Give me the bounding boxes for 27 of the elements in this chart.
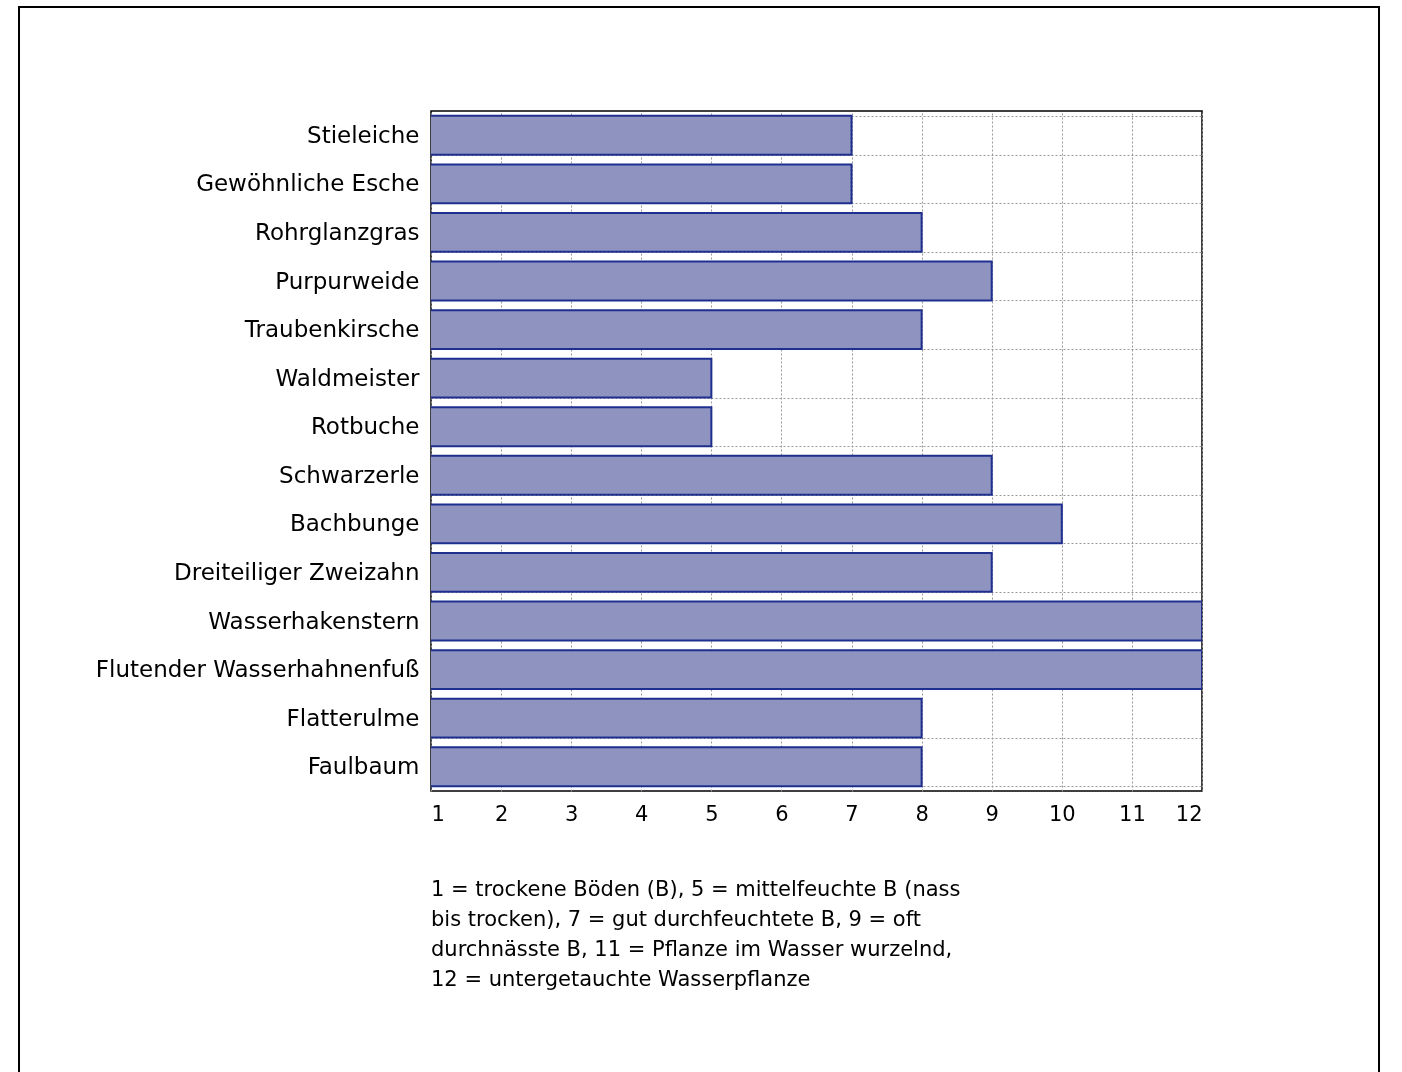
text: 1 = trockene Böden (B), 5 = mittelfeuchte B (nass bis trocken), 7 = gut durchfeuchtete B, 9 = oft durchnässte B, 11 = Pflanze im Wasser wurzelnd, 12 = untergetauchte Wasserpflanze bbox=[431, 877, 961, 991]
x-tick-label: 9 bbox=[985, 801, 999, 826]
x-tick-label: 2 bbox=[494, 801, 509, 826]
y-tick-label: Schwarzerle bbox=[279, 461, 420, 488]
x-tick-label: 3 bbox=[564, 801, 579, 826]
y-tick-label: Bachbunge bbox=[289, 510, 420, 537]
y-tick-label: Traubenkirsche bbox=[243, 316, 420, 343]
y-tick-label: Waldmeister bbox=[275, 364, 421, 391]
y-tick-label: Flatterulme bbox=[286, 704, 420, 731]
x-tick-label: 5 bbox=[705, 801, 719, 826]
y-tick-label: Rohrglanzgras bbox=[254, 218, 420, 245]
y-tick-label: Gewöhnliche Esche bbox=[196, 170, 420, 197]
y-tick-label: Rotbuche bbox=[310, 413, 420, 440]
y-tick-label: Purpurweide bbox=[275, 267, 420, 294]
x-tick-label: 6 bbox=[775, 801, 789, 826]
y-tick-label: Wasserhakenstern bbox=[208, 607, 420, 634]
x-tick-label: 8 bbox=[915, 801, 929, 826]
x-tick-label: 7 bbox=[845, 801, 859, 826]
y-tick-label: Dreiteiliger Zweizahn bbox=[174, 558, 420, 585]
x-tick-label: 1 bbox=[431, 801, 445, 826]
x-tick-label: 10 bbox=[1048, 801, 1076, 826]
x-tick-label: 11 bbox=[1119, 801, 1146, 826]
y-tick-label: Flutender Wasserhahnenfuß bbox=[95, 656, 420, 683]
y-tick-label: Faulbaum bbox=[307, 753, 420, 780]
y-tick-label: Stieleiche bbox=[307, 121, 420, 148]
x-tick-label: 4 bbox=[635, 801, 649, 826]
x-tick-label: 12 bbox=[1175, 801, 1203, 826]
